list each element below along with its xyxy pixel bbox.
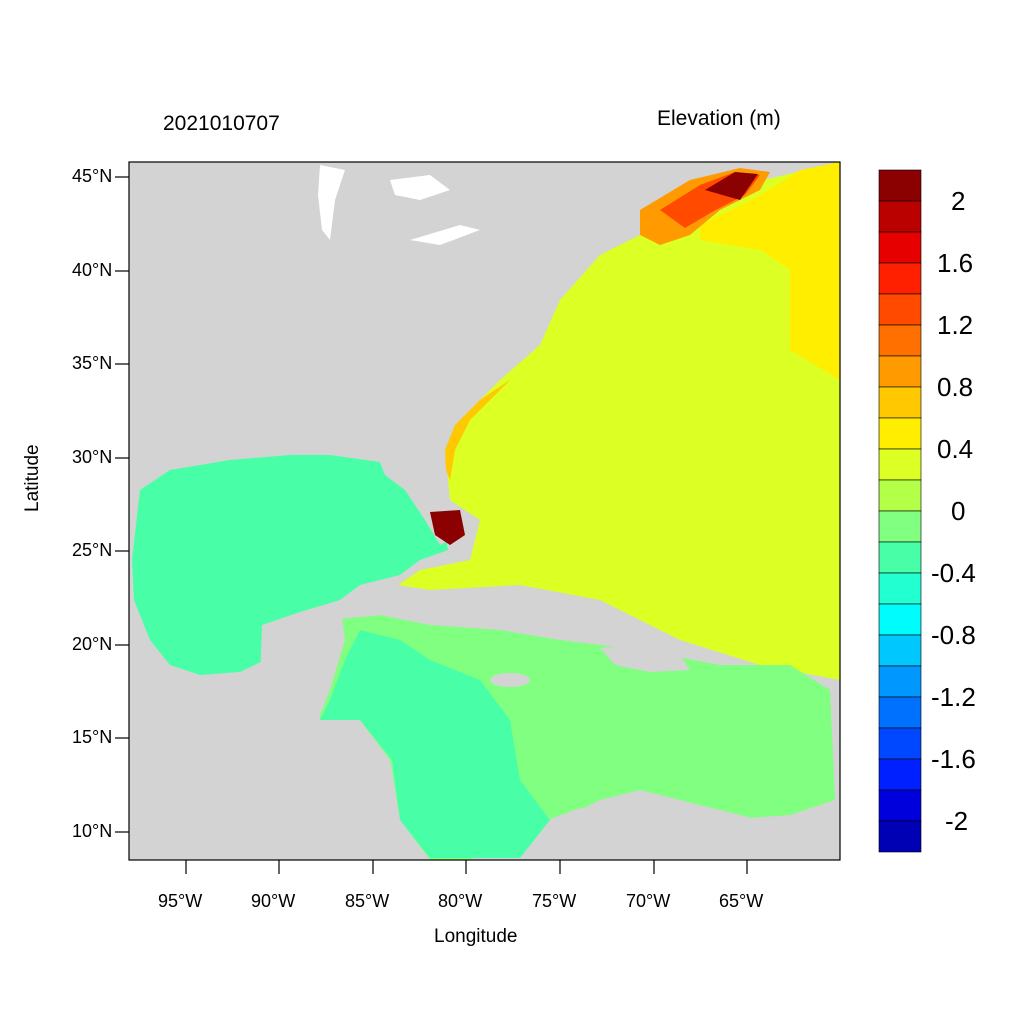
- colorbar-label: -0.8: [931, 620, 976, 650]
- colorbar-label: 0: [951, 496, 966, 526]
- colorbar-label: -1.6: [931, 744, 976, 774]
- colorbar-swatch: [878, 727, 922, 760]
- y-tick-label: 10°N: [72, 821, 113, 841]
- x-tick-label: 95°W: [158, 891, 203, 911]
- y-axis-title: Latitude: [22, 444, 43, 512]
- colorbar-label: 2: [951, 186, 966, 216]
- colorbar-label: 0.4: [937, 434, 974, 464]
- colorbar-swatch: [878, 200, 922, 233]
- colorbar-swatch: [878, 231, 922, 264]
- jamaica: [490, 673, 530, 687]
- colorbar-swatch: [878, 169, 922, 202]
- colorbar-label: -2: [945, 806, 969, 836]
- colorbar: [878, 169, 922, 853]
- great-lakes: [318, 165, 480, 245]
- northeast-high-water: [700, 162, 840, 380]
- x-tick-label: 85°W: [345, 891, 390, 911]
- colorbar-swatch: [878, 820, 922, 853]
- atlantic-ocean: [398, 162, 840, 680]
- hispaniola: [600, 645, 690, 672]
- colorbar-label: 0.8: [937, 372, 974, 402]
- y-tick-label: 35°N: [72, 353, 113, 373]
- colorbar-swatch: [878, 634, 922, 667]
- x-tick-label: 80°W: [438, 891, 483, 911]
- gulf-of-mexico: [132, 455, 448, 675]
- florida-surge: [430, 510, 465, 545]
- colorbar-label: -1.2: [931, 682, 976, 712]
- colorbar-swatch: [878, 262, 922, 295]
- variable-label: Elevation (m): [657, 107, 781, 130]
- central-america: [129, 680, 430, 860]
- colorbar-swatch: [878, 510, 922, 543]
- yucatan-peninsula: [260, 600, 345, 720]
- timestamp-label: 2021010707: [163, 112, 280, 135]
- colorbar-swatch: [878, 541, 922, 574]
- y-tick-label: 15°N: [72, 727, 113, 747]
- colorbar-swatch: [878, 448, 922, 481]
- x-tick-label: 65°W: [719, 891, 764, 911]
- colorbar-swatch: [878, 479, 922, 512]
- se-coast-band: [445, 380, 510, 480]
- colorbar-swatch: [878, 386, 922, 419]
- colorbar-swatch: [878, 324, 922, 357]
- y-tick-label: 40°N: [72, 260, 113, 280]
- colorbar-label: 1.6: [937, 248, 974, 278]
- cuba: [385, 590, 560, 632]
- colorbar-label: 1.2: [937, 310, 974, 340]
- surge-peak: [705, 172, 758, 200]
- florida-peninsula: [380, 462, 450, 545]
- x-tick-label: 75°W: [532, 891, 577, 911]
- colorbar-swatch: [878, 293, 922, 326]
- y-tick-label: 45°N: [72, 166, 113, 186]
- y-tick-label: 25°N: [72, 540, 113, 560]
- y-tick-label: 20°N: [72, 634, 113, 654]
- colorbar-swatch: [878, 355, 922, 388]
- colorbar-swatch: [878, 603, 922, 636]
- y-axis-ticks: [115, 176, 129, 833]
- y-tick-label: 30°N: [72, 447, 113, 467]
- south-america: [520, 790, 840, 860]
- colorbar-swatch: [878, 572, 922, 605]
- colorbar-label: -0.4: [931, 558, 976, 588]
- x-axis-title: Longitude: [434, 926, 518, 947]
- plot-frame: [128, 161, 841, 861]
- x-axis-ticks: [185, 860, 748, 874]
- x-tick-label: 70°W: [626, 891, 671, 911]
- colorbar-swatch: [878, 789, 922, 822]
- x-tick-label: 90°W: [251, 891, 296, 911]
- map-plot-area: [129, 162, 840, 860]
- colorbar-swatch: [878, 665, 922, 698]
- colorbar-swatch: [878, 417, 922, 450]
- western-caribbean: [320, 630, 550, 858]
- colorbar-swatch: [878, 758, 922, 791]
- colorbar-swatch: [878, 696, 922, 729]
